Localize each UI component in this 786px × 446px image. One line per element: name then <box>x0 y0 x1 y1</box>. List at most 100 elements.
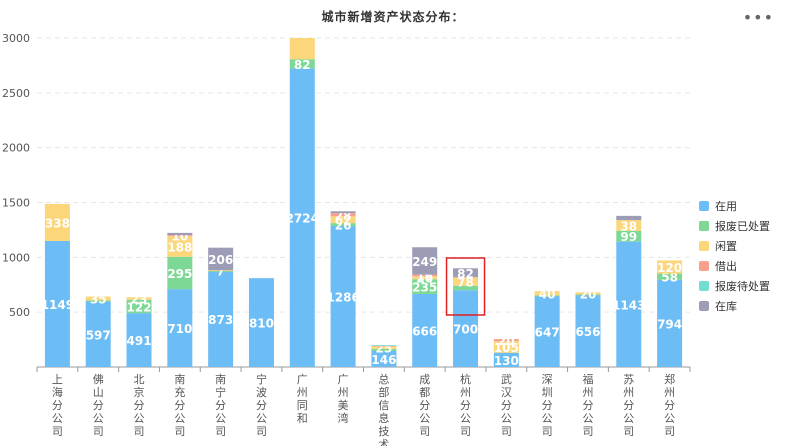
y-tick-label: 500 <box>9 306 30 319</box>
data-label: 146 <box>371 353 396 367</box>
x-tick-label: 州 <box>338 386 349 399</box>
legend-swatch <box>699 221 709 231</box>
bar-segment <box>371 348 397 351</box>
x-tick-label: 公 <box>174 412 185 425</box>
bar-segment <box>208 270 234 272</box>
x-tick-label: 司 <box>215 425 226 438</box>
bar-segment <box>126 299 152 314</box>
bar-segment <box>167 256 193 290</box>
data-label: 40 <box>539 287 556 301</box>
legend-label: 在库 <box>715 300 737 313</box>
legend-swatch <box>699 201 709 211</box>
legend-swatch <box>699 301 709 311</box>
bar-segment <box>412 293 438 367</box>
x-tick-label: 公 <box>134 412 145 425</box>
bar-segment <box>330 223 356 226</box>
legend-item[interactable]: 闲置 <box>699 236 770 256</box>
data-label: 10 <box>171 230 188 244</box>
bar-segment <box>289 68 315 367</box>
bar-segment <box>657 279 683 367</box>
x-tick-label: 南 <box>174 373 185 386</box>
data-label: 1286 <box>326 290 359 304</box>
bar-segment <box>330 225 356 367</box>
data-label: 78 <box>457 276 474 290</box>
x-tick-label: 福 <box>582 372 593 386</box>
legend-item[interactable]: 借出 <box>699 256 770 276</box>
bar-segment <box>493 339 519 342</box>
legend-item[interactable]: 在库 <box>699 296 770 316</box>
bar-segment <box>453 285 479 291</box>
bar-segment <box>493 341 519 353</box>
x-tick-label: 武 <box>501 373 512 386</box>
highlight-box <box>445 257 486 316</box>
data-label: 7 <box>216 265 224 279</box>
data-label: 1143 <box>612 298 645 312</box>
x-tick-label: 同 <box>297 399 308 412</box>
data-label: 710 <box>167 322 192 336</box>
x-tick-label: 公 <box>52 412 63 425</box>
data-label: 491 <box>127 334 152 348</box>
bar-segment <box>453 290 479 367</box>
x-tick-label: 州 <box>664 386 675 399</box>
x-tick-label: 公 <box>215 412 226 425</box>
x-tick-label: 成 <box>419 373 430 386</box>
x-tick-label: 波 <box>256 386 267 399</box>
legend-item[interactable]: 报废已处置 <box>699 216 770 236</box>
x-tick-label: 公 <box>419 412 430 425</box>
x-tick-label: 分 <box>460 399 471 412</box>
legend-swatch <box>699 241 709 251</box>
data-label: 810 <box>249 317 274 331</box>
data-label: 130 <box>494 354 519 368</box>
x-tick-label: 公 <box>582 412 593 425</box>
legend-label: 报废待处置 <box>715 280 770 293</box>
data-label: 25 <box>376 341 393 355</box>
x-tick-label: 公 <box>623 412 634 425</box>
x-tick-label: 司 <box>664 425 675 438</box>
bar-segment <box>371 345 397 346</box>
legend-item[interactable]: 报废待处置 <box>699 276 770 296</box>
x-tick-label: 佛 <box>93 373 104 386</box>
x-tick-label: 分 <box>419 399 430 412</box>
data-label: 338 <box>45 216 70 230</box>
bar-segment <box>208 271 234 367</box>
bar-segment <box>575 294 601 296</box>
data-label: 656 <box>575 325 600 339</box>
bar-segment <box>167 289 193 367</box>
bar-segment <box>371 350 397 367</box>
legend-item[interactable]: 在用 <box>699 196 770 216</box>
x-tick-label: 部 <box>378 385 389 399</box>
x-tick-label: 分 <box>582 399 593 412</box>
bar-segment <box>657 260 683 274</box>
x-tick-label: 京 <box>134 385 145 399</box>
bar-segment <box>616 215 642 221</box>
x-tick-label: 技 <box>378 425 389 438</box>
data-label: 105 <box>494 341 519 355</box>
x-tick-label: 分 <box>256 399 267 412</box>
bar-segment <box>44 203 70 241</box>
bar-segment <box>616 220 642 231</box>
bar-segment <box>412 279 438 294</box>
x-tick-label: 公 <box>542 412 553 425</box>
legend-label: 借出 <box>715 260 737 273</box>
x-tick-label: 广 <box>297 373 308 386</box>
bar-segment <box>289 59 315 69</box>
bar-segment <box>616 230 642 242</box>
more-horizontal-icon[interactable]: ••• <box>742 8 774 27</box>
bar-segment <box>330 211 356 214</box>
bar-segment <box>248 278 274 367</box>
x-tick-label: 圳 <box>542 386 553 399</box>
data-label: 38 <box>620 219 637 233</box>
x-tick-label: 分 <box>664 399 675 412</box>
x-tick-label: 分 <box>174 399 185 412</box>
x-tick-label: 司 <box>256 425 267 438</box>
x-tick-label: 分 <box>134 399 145 412</box>
bar-segment <box>330 216 356 224</box>
x-tick-label: 湾 <box>338 411 349 425</box>
bar-segment <box>85 300 111 302</box>
bar-segment <box>412 247 438 275</box>
bar-segment <box>371 345 397 347</box>
x-tick-label: 州 <box>297 386 308 399</box>
data-label: 666 <box>412 324 437 338</box>
x-tick-label: 信 <box>378 399 389 412</box>
